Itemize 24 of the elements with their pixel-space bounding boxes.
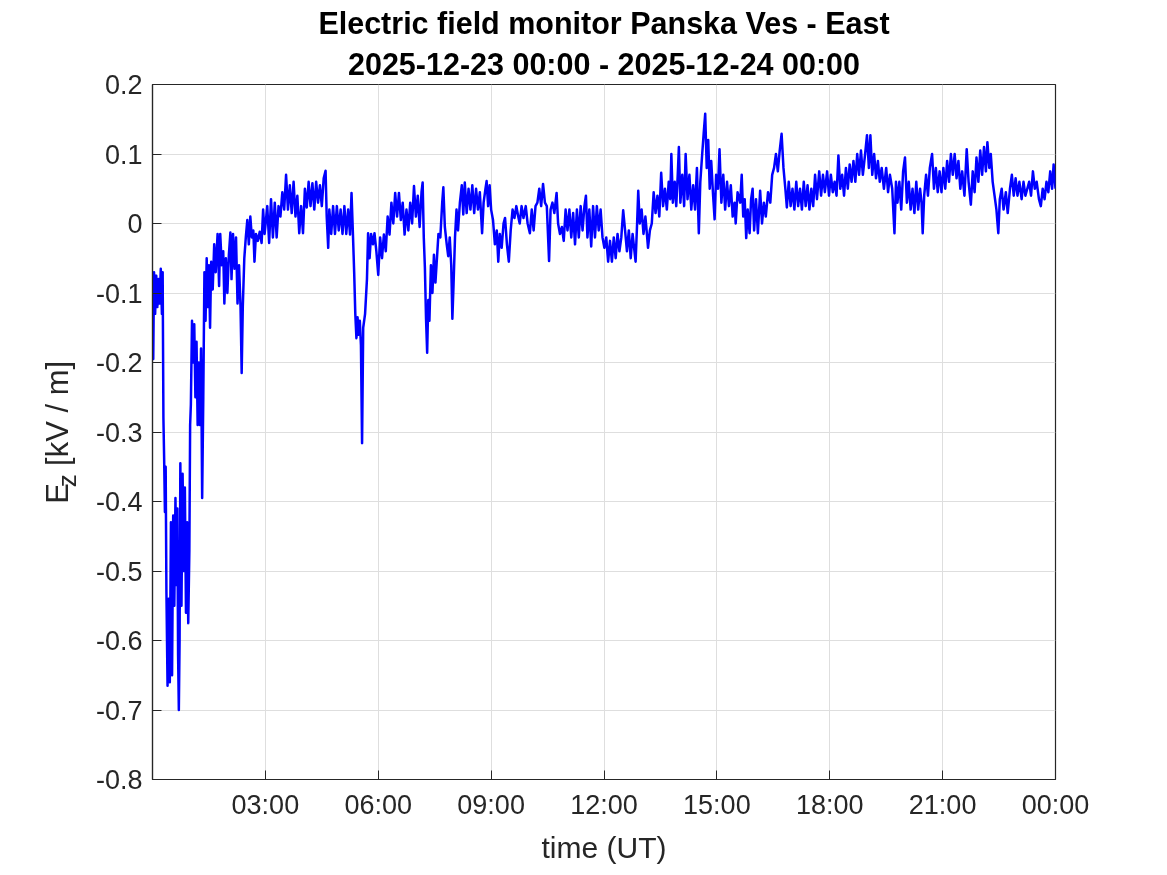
y-tick-label: -0.6 (95, 626, 143, 656)
y-tick-label: -0.3 (95, 417, 143, 448)
x-tick-label: 06:00 (344, 789, 413, 820)
chart-title: Electric field monitor Panska Ves - East (318, 6, 890, 40)
y-tick-label: -0.2 (95, 348, 143, 378)
y-tick-label: -0.4 (95, 487, 143, 517)
y-tick-label: 0 (127, 209, 143, 239)
chart-subtitle: 2025-12-23 00:00 - 2025-12-24 00:00 (347, 46, 861, 81)
y-tick-label: 0.2 (104, 70, 143, 100)
y-axis-title: Ez [kV / m] (40, 360, 82, 504)
y-tick-label: -0.5 (95, 556, 143, 587)
x-tick-label: 15:00 (683, 789, 751, 820)
x-tick-label: 00:00 (1021, 789, 1090, 820)
y-tick-label: 0.1 (104, 139, 143, 170)
y-tick-label: -0.7 (95, 695, 143, 726)
y-tick-label: -0.1 (95, 278, 143, 309)
x-tick-label: 09:00 (457, 789, 525, 820)
x-tick-label: 12:00 (570, 789, 638, 820)
line-series (152, 112, 1056, 712)
y-tick-label: -0.8 (95, 765, 143, 795)
x-tick-label: 18:00 (795, 789, 864, 820)
x-tick-label: 21:00 (908, 789, 977, 820)
x-axis-title: time (UT) (541, 830, 667, 864)
x-tick-label: 03:00 (231, 789, 300, 820)
